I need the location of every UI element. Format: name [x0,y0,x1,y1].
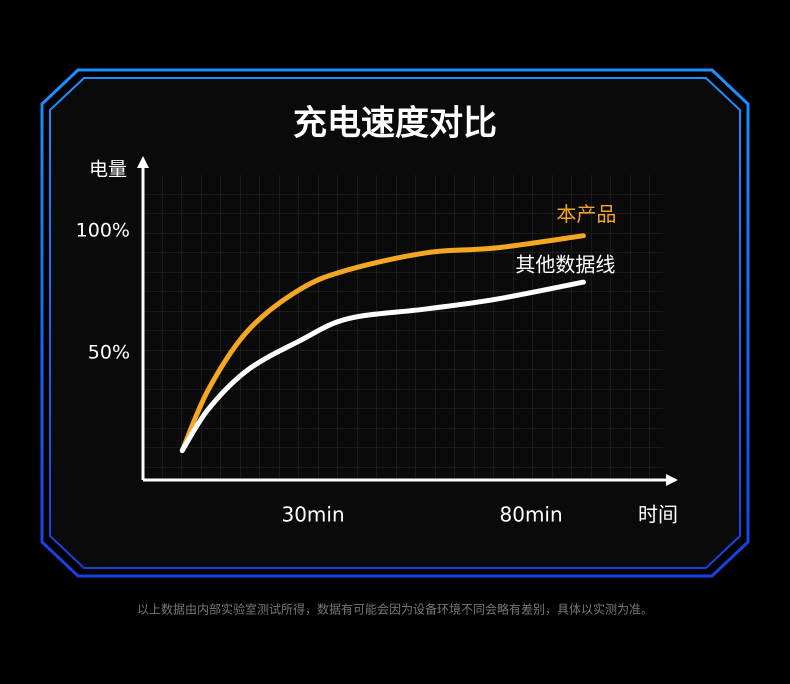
chart-title: 充电速度对比 [293,104,497,144]
y-tick-label: 50% [88,341,130,363]
series-line [179,233,586,454]
frame-outer [40,68,750,578]
y-tick-label: 100% [76,219,130,241]
series-label: 本产品 [556,202,616,226]
footnote: 以上数据由内部实验室测试所得，数据有可能会因为设备环境不同会略有差别，具体以实测… [137,602,653,617]
y-arrow [137,156,149,168]
series-line [179,279,586,454]
x-tick-label: 80min [500,503,563,527]
y-axis-label: 电量 [89,159,127,181]
grid [143,175,663,480]
x-tick-label: 30min [281,503,344,527]
series-label: 其他数据线 [515,253,615,277]
x-arrow [666,474,678,486]
x-axis-label: 时间 [638,503,678,527]
